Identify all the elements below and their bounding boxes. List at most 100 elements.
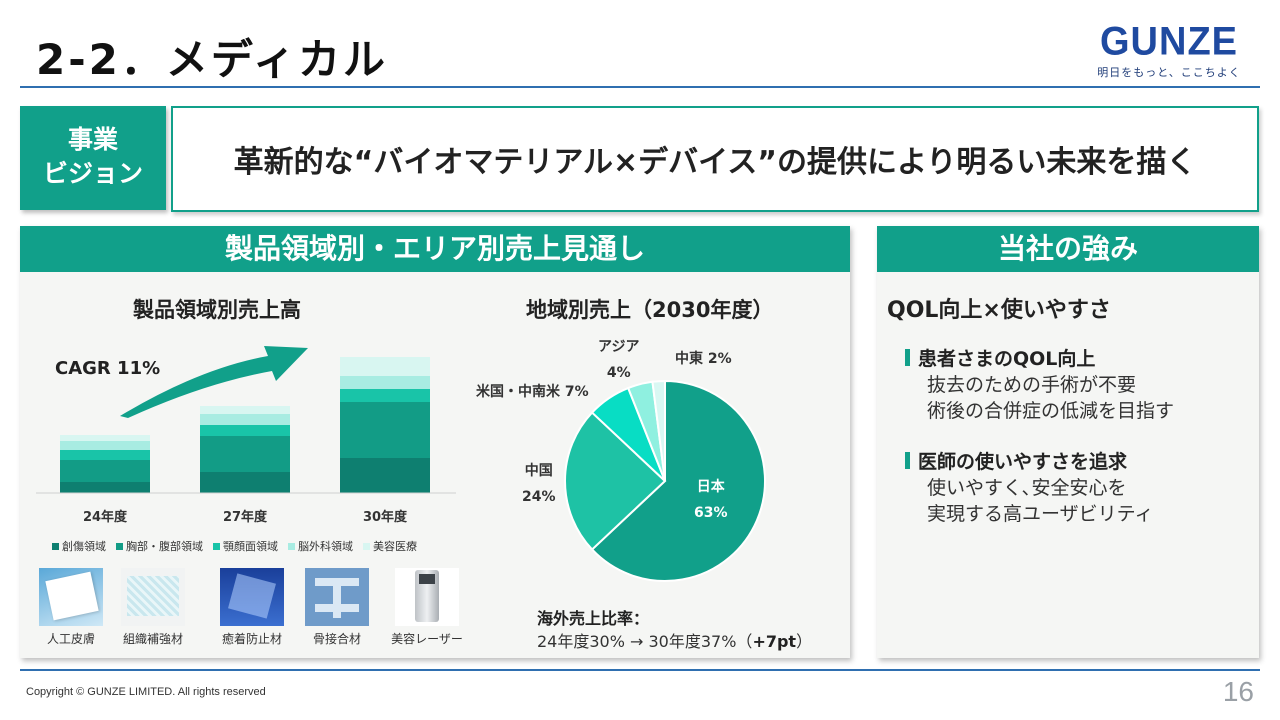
pie-label-middle-east: 中東 2% — [675, 346, 732, 372]
legend-item: 胸部・腹部領域 — [116, 538, 203, 554]
bar-segment — [200, 425, 290, 436]
legend-swatch — [116, 542, 123, 550]
bar-category-label: 27年度 — [222, 510, 268, 525]
product-label: 癒着防止材 — [221, 632, 282, 646]
legend-label: 胸部・腹部領域 — [126, 540, 203, 553]
adhesion-barrier-image — [220, 568, 284, 626]
strength-point-title: 患者さまのQOL向上 — [918, 348, 1096, 370]
logo-wordmark: GUNZE — [1100, 19, 1238, 65]
bar-chart-title: 製品領域別売上高 — [133, 298, 301, 322]
strengths-panel: 当社の強み — [877, 226, 1259, 658]
page-number: 16 — [1222, 676, 1254, 707]
pie-chart-title: 地域別売上（2030年度） — [526, 298, 774, 322]
pie-label-line: 4% — [606, 365, 631, 381]
pie-label-line: 米国・中南米 7% — [476, 384, 589, 400]
overseas-ratio-bold: +7pt — [752, 632, 797, 651]
pie-label-line: 24% — [522, 489, 556, 505]
overseas-ratio-title: 海外売上比率： — [537, 609, 650, 628]
vision-statement: 革新的な“バイオマテリアル×デバイス”の提供により明るい未来を描く — [171, 106, 1259, 212]
overseas-ratio-end: ） — [796, 632, 813, 651]
bar-segment — [340, 389, 430, 402]
bar-category-label: 30年度 — [362, 510, 408, 525]
pie-label-americas: 米国・中南米 7% — [476, 379, 589, 405]
bar-segment — [60, 460, 150, 482]
pie-chart — [564, 379, 766, 582]
legend-label: 創傷領域 — [62, 540, 106, 553]
legend-swatch — [52, 542, 59, 550]
bar-segment — [200, 406, 290, 414]
legend-label: 美容医療 — [373, 540, 417, 553]
product-label: 骨接合材 — [312, 632, 361, 646]
legend-swatch — [363, 542, 370, 550]
pie-slice — [564, 411, 667, 551]
vision-label: 事業 ビジョン — [20, 106, 166, 210]
cosmetic-laser-image — [395, 568, 459, 626]
legend-swatch — [288, 542, 295, 550]
legend-item: 脳外科領域 — [288, 538, 353, 554]
strengths-subtitle: QOL向上×使いやすさ — [887, 298, 1111, 323]
legend-item: 創傷領域 — [52, 538, 106, 554]
strength-point-title: 医師の使いやすさを追求 — [918, 451, 1128, 473]
copyright-text: Copyright © GUNZE LIMITED. All rights re… — [26, 686, 266, 698]
bar-category-label: 24年度 — [82, 510, 128, 525]
pie-label-japan: 日本 63% — [694, 474, 728, 526]
stacked-bar-chart — [60, 357, 430, 493]
strength-point-line: 抜去のための手術が不要 — [927, 374, 1137, 396]
legend-swatch — [213, 542, 220, 550]
pie-label-china: 中国 24% — [522, 458, 556, 510]
pie-label-line: アジア — [598, 339, 640, 355]
pie-label-line: 63% — [694, 505, 728, 521]
footer-divider — [20, 669, 1260, 671]
product-artificial-skin: 人工皮膚 — [31, 568, 111, 647]
bar-segment — [60, 450, 150, 460]
pie-label-line: 日本 — [696, 479, 725, 495]
bar-segment — [340, 458, 430, 493]
overseas-ratio-plain: 24年度30% → 30年度37%（ — [537, 632, 753, 651]
artificial-skin-image — [39, 568, 103, 626]
bar-segment — [340, 402, 430, 458]
growth-arrow-icon — [120, 346, 308, 418]
legend-item: 顎顔面領域 — [213, 538, 278, 554]
sales-outlook-heading: 製品領域別・エリア別売上見通し — [20, 226, 850, 272]
pie-label-line: 中国 — [524, 463, 553, 479]
gunze-logo: GUNZE 明日をもっと、ここちよく — [1084, 19, 1254, 80]
bar-segment — [60, 441, 150, 450]
product-adhesion-barrier: 癒着防止材 — [212, 568, 292, 647]
strength-point-heading: 患者さまのQOL向上 — [905, 344, 1095, 371]
legend-label: 顎顔面領域 — [223, 540, 278, 553]
pie-label-asia: アジア 4% — [598, 334, 639, 386]
bone-fixation-image — [305, 568, 369, 626]
bar-segment — [340, 357, 430, 376]
bar-segment — [340, 376, 430, 389]
legend-item: 美容医療 — [363, 538, 417, 554]
product-tissue-reinforcement: 組織補強材 — [113, 568, 193, 647]
strengths-heading: 当社の強み — [877, 226, 1259, 272]
overseas-ratio-text: 24年度30% → 30年度37%（+7pt） — [537, 628, 812, 652]
vision-label-line2: ビジョン — [42, 159, 143, 188]
legend-label: 脳外科領域 — [298, 540, 353, 553]
strength-point-heading: 医師の使いやすさを追求 — [905, 447, 1127, 474]
bullet-bar-icon — [905, 452, 910, 469]
strength-point-line: 使いやすく､安全安心を — [927, 477, 1127, 499]
pie-slice — [651, 379, 666, 482]
tissue-reinforcement-image — [121, 568, 185, 626]
product-bone-fixation: 骨接合材 — [297, 568, 377, 647]
bar-segment — [60, 482, 150, 493]
product-label: 人工皮膚 — [46, 632, 95, 646]
bar-segment — [200, 436, 290, 472]
product-label: 組織補強材 — [122, 632, 183, 646]
vision-label-line1: 事業 — [67, 125, 118, 154]
strength-point-line: 実現する高ユーザビリティ — [927, 503, 1154, 525]
bar-segment — [200, 472, 290, 493]
bar-segment — [200, 414, 290, 425]
product-label: 美容レーザー — [391, 632, 463, 646]
header-divider — [20, 86, 1260, 88]
bullet-bar-icon — [905, 349, 910, 366]
bar-segment — [60, 435, 150, 441]
cagr-label: CAGR 11% — [55, 358, 161, 379]
strength-point-line: 術後の合併症の低減を目指す — [927, 400, 1175, 422]
page-title: 2-2．メディカル — [36, 35, 388, 84]
pie-label-line: 中東 2% — [675, 351, 732, 367]
product-cosmetic-laser: 美容レーザー — [387, 568, 467, 647]
